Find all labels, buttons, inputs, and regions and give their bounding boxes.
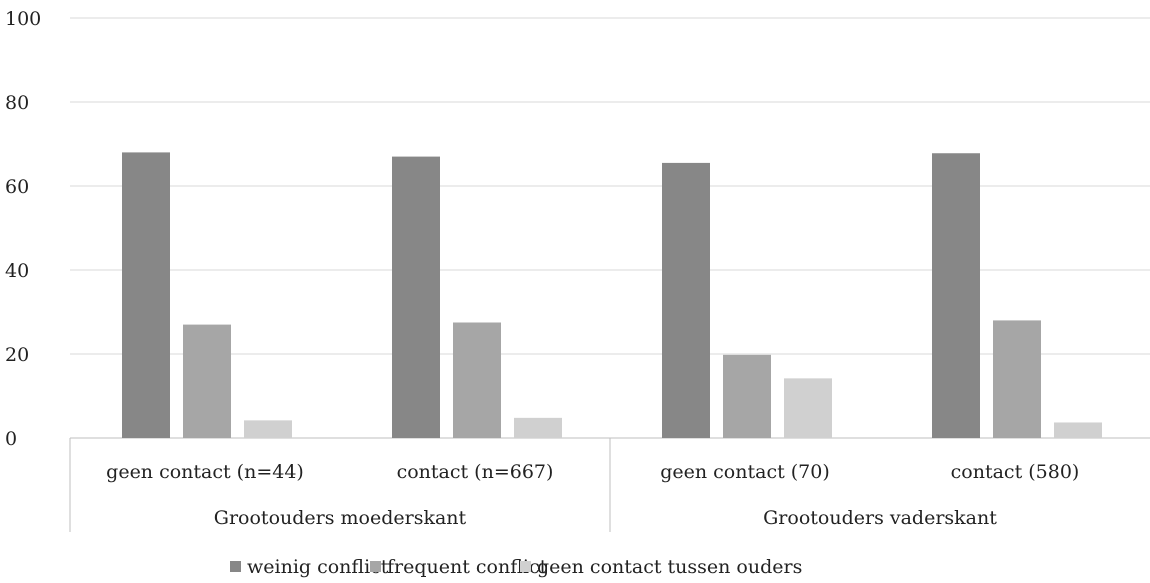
y-tick-label: 100 (5, 8, 41, 30)
y-tick-label: 60 (5, 176, 29, 198)
legend-label: frequent conflict (387, 556, 548, 578)
legend-swatch (520, 561, 531, 572)
bar-3-4 (1054, 422, 1102, 438)
group-label: Grootouders moederskant (214, 507, 467, 529)
legend-swatch (370, 561, 381, 572)
legend-label: geen contact tussen ouders (537, 556, 802, 578)
legend-swatch (230, 561, 241, 572)
bars (122, 152, 1102, 439)
bar-1-2 (392, 156, 440, 438)
bar-3-3 (784, 378, 832, 438)
bar-3-2 (514, 417, 562, 438)
bar-2-3 (723, 354, 771, 438)
y-axis-ticks: 0 20 40 60 80 100 (5, 8, 41, 450)
y-tick-label: 40 (5, 260, 29, 282)
bar-1-3 (662, 162, 710, 438)
category-label: contact (n=667) (397, 461, 554, 483)
bar-1-1 (122, 152, 170, 438)
group-label: Grootouders vaderskant (763, 507, 997, 529)
y-tick-label: 0 (5, 428, 17, 450)
category-label: contact (580) (951, 461, 1080, 483)
category-label: geen contact (n=44) (106, 461, 304, 483)
x-axis: geen contact (n=44) contact (n=667) geen c… (69, 438, 1080, 532)
gridlines (70, 17, 1150, 439)
legend-label: weinig conflict (247, 556, 389, 578)
bar-2-1 (183, 324, 231, 438)
bar-1-4 (932, 153, 980, 439)
bar-3-1 (244, 420, 292, 438)
category-label: geen contact (70) (660, 461, 830, 483)
bar-2-4 (993, 320, 1041, 438)
y-tick-label: 20 (5, 344, 29, 366)
y-tick-label: 80 (5, 92, 29, 114)
bar-2-2 (453, 322, 501, 438)
